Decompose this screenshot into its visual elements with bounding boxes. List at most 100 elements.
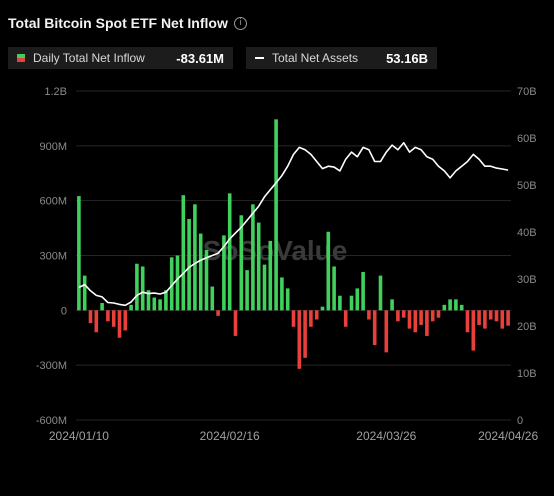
- inflow-bar: [222, 235, 226, 311]
- inflow-bar: [477, 310, 481, 325]
- inflow-bar: [436, 310, 441, 318]
- total-net-assets-line: [78, 141, 509, 307]
- inflow-bar: [465, 310, 470, 333]
- chart-header: Total Bitcoin Spot ETF Net Inflow i: [8, 15, 247, 31]
- inflow-bar: [152, 297, 157, 311]
- right-axis-ticks: 70B 60B 50B 40B 30B 20B 10B 0: [517, 86, 537, 427]
- chart-title: Total Bitcoin Spot ETF Net Inflow: [8, 15, 228, 31]
- inflow-bar: [355, 288, 360, 311]
- inflow-bar: [396, 310, 400, 322]
- inflow-bar: [326, 231, 331, 311]
- inflow-bar: [123, 310, 128, 331]
- right-axis-tick-label: 40B: [517, 227, 537, 239]
- inflow-bar: [117, 310, 122, 338]
- inflow-legend-value: -83.61M: [176, 50, 224, 66]
- left-axis-tick-label: -600M: [36, 415, 67, 427]
- info-icon[interactable]: i: [233, 16, 247, 30]
- inflow-bar: [146, 290, 151, 311]
- x-axis-ticks: 2024/01/10 2024/02/16 2024/03/26 2024/04/26: [49, 429, 539, 443]
- inflow-bar: [459, 304, 464, 311]
- bar-series: [77, 119, 510, 369]
- inflow-bar: [82, 275, 87, 311]
- x-axis-tick-label: 2024/01/10: [49, 429, 109, 443]
- inflow-bar: [77, 196, 81, 311]
- inflow-bar: [378, 275, 383, 311]
- right-axis-tick-label: 70B: [517, 86, 537, 98]
- x-axis-tick-label: 2024/04/26: [478, 429, 538, 443]
- inflow-bar: [361, 271, 365, 311]
- inflow-bar: [494, 310, 499, 322]
- inflow-bar: [454, 299, 458, 311]
- right-axis-tick-label: 60B: [517, 133, 537, 145]
- inflow-bar: [309, 310, 313, 327]
- inflow-bar: [187, 218, 191, 311]
- inflow-legend-label: Daily Total Net Inflow: [33, 51, 145, 65]
- inflow-bar: [169, 257, 174, 311]
- inflow-bar: [506, 310, 510, 326]
- inflow-bar: [245, 270, 249, 311]
- left-axis-tick-label: 900M: [39, 141, 67, 153]
- inflow-bar: [285, 288, 290, 311]
- inflow-bar: [291, 310, 296, 327]
- left-axis-ticks: 1.2B 900M 600M 300M 0 -300M -600M: [36, 86, 67, 427]
- inflow-bar: [384, 310, 389, 353]
- inflow-bar: [274, 119, 278, 311]
- inflow-bar: [88, 310, 93, 324]
- inflow-bar: [367, 310, 371, 320]
- assets-legend-value: 53.16B: [386, 50, 428, 66]
- inflow-bar: [297, 310, 302, 369]
- inflow-bar: [135, 263, 139, 311]
- assets-legend-label: Total Net Assets: [272, 51, 359, 65]
- inflow-bar: [239, 215, 244, 311]
- x-axis-tick-label: 2024/02/16: [200, 429, 260, 443]
- left-axis-tick-label: 0: [61, 305, 67, 317]
- inflow-bar: [448, 299, 452, 311]
- legend-total-net-assets[interactable]: Total Net Assets 53.16B: [246, 47, 437, 69]
- inflow-bar: [256, 222, 261, 311]
- inflow-bar: [204, 250, 209, 311]
- inflow-bar: [94, 310, 99, 333]
- inflow-bar: [181, 195, 186, 311]
- inflow-bar: [372, 310, 377, 346]
- inflow-bar: [413, 310, 418, 333]
- inflow-bar: [164, 290, 168, 311]
- inflow-bar: [419, 310, 423, 325]
- legend-daily-net-inflow[interactable]: Daily Total Net Inflow -83.61M: [8, 47, 233, 69]
- inflow-bar: [227, 193, 232, 311]
- right-axis-tick-label: 30B: [517, 274, 537, 286]
- inflow-bar: [262, 264, 267, 311]
- inflow-bar: [343, 310, 348, 327]
- right-axis-tick-label: 10B: [517, 368, 537, 380]
- assets-swatch: [255, 57, 264, 59]
- inflow-bar: [471, 310, 476, 351]
- inflow-bar: [320, 306, 325, 311]
- right-axis-tick-label: 20B: [517, 321, 537, 333]
- inflow-bar: [233, 310, 238, 336]
- inflow-bar: [106, 310, 110, 322]
- inflow-bar: [251, 204, 255, 311]
- inflow-bar: [268, 240, 273, 311]
- inflow-bar: [175, 255, 180, 311]
- inflow-bar: [198, 233, 203, 311]
- inflow-bar: [100, 303, 104, 311]
- inflow-bar: [140, 266, 145, 311]
- x-axis-tick-label: 2024/03/26: [356, 429, 416, 443]
- inflow-bar: [210, 286, 215, 311]
- inflow-bar: [280, 277, 284, 311]
- inflow-bar: [338, 295, 342, 311]
- inflow-bar: [314, 310, 319, 320]
- inflow-bar: [349, 295, 354, 311]
- inflow-bar: [111, 310, 116, 327]
- inflow-bar: [500, 310, 505, 329]
- inflow-bar: [442, 304, 447, 311]
- inflow-bar: [430, 310, 435, 322]
- inflow-bar: [390, 299, 394, 311]
- inflow-bar: [401, 310, 406, 318]
- inflow-bar: [129, 304, 133, 311]
- inflow-bar: [488, 310, 493, 320]
- inflow-bar: [483, 310, 487, 329]
- right-axis-tick-label: 0: [517, 415, 523, 427]
- left-axis-tick-label: 600M: [39, 196, 67, 208]
- inflow-bar: [425, 310, 429, 336]
